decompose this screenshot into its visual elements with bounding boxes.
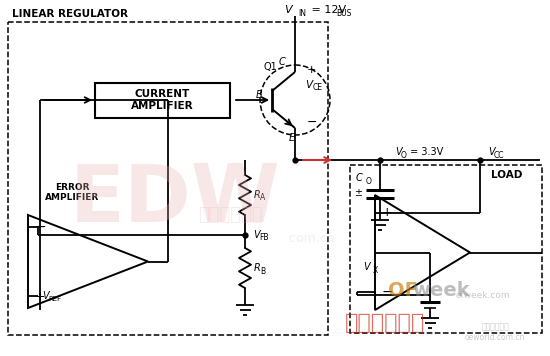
Text: 電子工程世界
oeworld.com.cn: 電子工程世界 oeworld.com.cn (465, 322, 525, 342)
Text: +: + (35, 289, 45, 303)
Text: week: week (412, 281, 470, 299)
Text: .com.cn: .com.cn (285, 231, 335, 245)
Text: LOAD: LOAD (491, 170, 522, 180)
Text: C: C (355, 173, 362, 183)
Text: −: − (34, 220, 46, 234)
Text: V: V (395, 147, 402, 157)
Text: = 3.3V: = 3.3V (407, 147, 443, 157)
Text: R: R (254, 263, 261, 273)
Text: CC: CC (494, 151, 504, 159)
Text: CURRENT
AMPLIFIER: CURRENT AMPLIFIER (131, 89, 193, 111)
Text: ERROR
AMPLIFIER: ERROR AMPLIFIER (45, 183, 99, 202)
Text: E: E (289, 133, 295, 143)
Text: 電子工程世界: 電子工程世界 (345, 313, 425, 333)
Text: V: V (305, 80, 312, 90)
Text: REF: REF (48, 296, 61, 302)
Text: EDW: EDW (70, 161, 280, 239)
Bar (350, 165, 542, 333)
Text: V: V (42, 291, 48, 301)
Bar (95, 83, 230, 118)
Text: OF: OF (388, 281, 418, 299)
Text: V: V (284, 5, 292, 15)
Text: A: A (260, 194, 265, 203)
Text: R: R (254, 190, 261, 200)
Text: −: − (381, 285, 393, 299)
Text: V: V (364, 262, 370, 272)
Text: 電子工程世界: 電子工程世界 (198, 206, 262, 224)
Text: LINEAR REGULATOR: LINEAR REGULATOR (12, 9, 128, 19)
Text: IN: IN (298, 9, 306, 17)
Text: V: V (488, 147, 494, 157)
Text: O: O (366, 177, 372, 185)
Text: ±: ± (354, 188, 362, 198)
Text: CE: CE (313, 84, 323, 93)
Text: B: B (255, 90, 262, 100)
Text: V: V (253, 230, 260, 240)
Text: Q1: Q1 (263, 62, 277, 72)
Bar (8, 22, 328, 335)
Text: C: C (278, 57, 285, 67)
Text: FB: FB (259, 234, 268, 242)
Text: +: + (382, 206, 392, 220)
Text: ofweek.com: ofweek.com (455, 292, 510, 300)
Text: B: B (260, 267, 265, 276)
Text: BUS: BUS (336, 9, 351, 17)
Text: −: − (307, 115, 317, 129)
Text: = 12V: = 12V (308, 5, 346, 15)
Text: X: X (373, 266, 378, 275)
Text: +: + (307, 65, 316, 75)
Text: O: O (401, 151, 407, 159)
